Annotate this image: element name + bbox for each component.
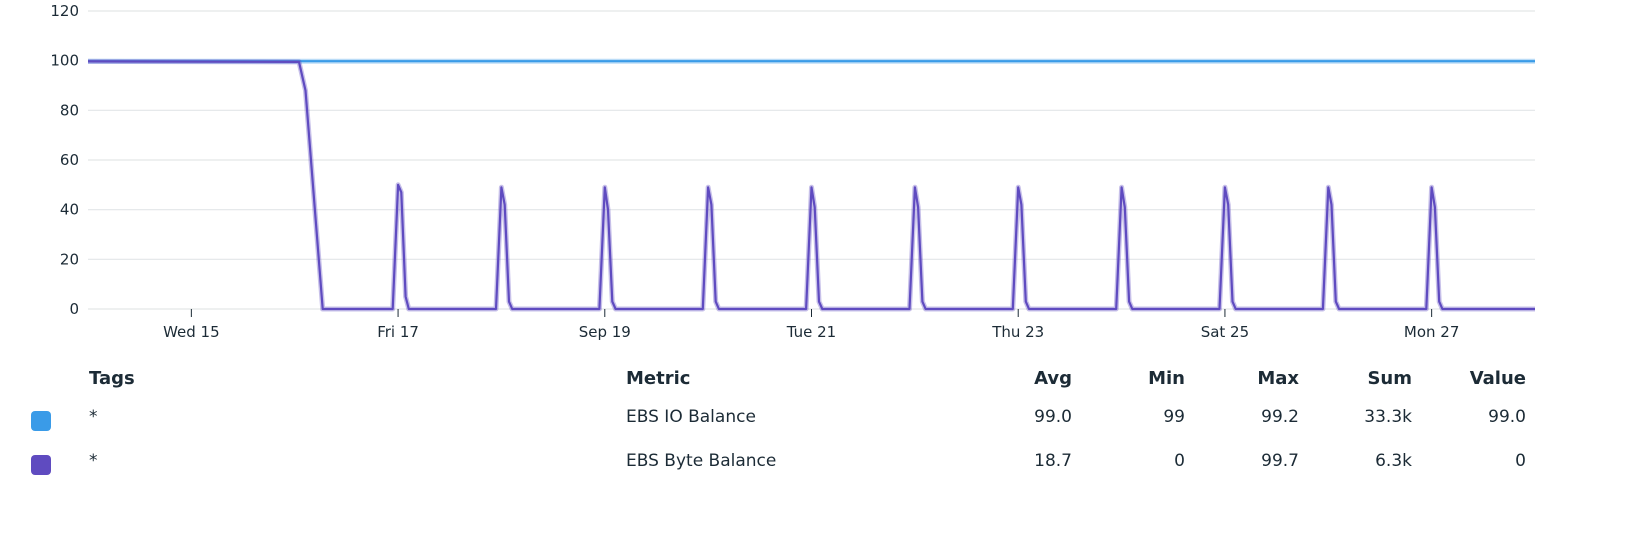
row-max: 99.2	[1261, 407, 1299, 427]
y-tick-label: 60	[60, 151, 79, 169]
row-tags: *	[89, 407, 98, 427]
y-tick-label: 0	[69, 300, 79, 318]
row-avg: 99.0	[1034, 407, 1072, 427]
y-tick-label: 80	[60, 101, 79, 119]
x-tick-label: Mon 27	[1404, 323, 1459, 341]
row-avg: 18.7	[1034, 451, 1072, 471]
legend-row[interactable]: * EBS IO Balance 99.0 99 99.2 33.3k 99.0	[0, 407, 1628, 437]
header-metric[interactable]: Metric	[626, 368, 691, 389]
row-sum: 6.3k	[1375, 451, 1412, 471]
row-min: 0	[1174, 451, 1185, 471]
header-sum[interactable]: Sum	[1367, 368, 1412, 389]
row-sum: 33.3k	[1364, 407, 1412, 427]
y-tick-label: 20	[60, 250, 79, 268]
y-tick-label: 40	[60, 201, 79, 219]
row-value: 99.0	[1488, 407, 1526, 427]
x-tick-label: Thu 23	[991, 323, 1044, 341]
x-tick-label: Wed 15	[163, 323, 220, 341]
header-min[interactable]: Min	[1148, 368, 1185, 389]
row-metric: EBS Byte Balance	[626, 451, 777, 471]
x-tick-label: Sep 19	[579, 323, 631, 341]
y-tick-label: 100	[50, 52, 79, 70]
row-metric: EBS IO Balance	[626, 407, 756, 427]
header-value[interactable]: Value	[1469, 368, 1526, 389]
row-max: 99.7	[1261, 451, 1299, 471]
header-avg[interactable]: Avg	[1034, 368, 1072, 389]
series-color-swatch[interactable]	[31, 411, 51, 431]
x-tick-label: Sat 25	[1201, 323, 1249, 341]
row-value: 0	[1515, 451, 1526, 471]
series-color-swatch[interactable]	[31, 455, 51, 475]
legend-header: Tags Metric Avg Min Max Sum Value	[0, 368, 1628, 398]
header-tags[interactable]: Tags	[89, 368, 135, 389]
row-min: 99	[1163, 407, 1185, 427]
legend-row[interactable]: * EBS Byte Balance 18.7 0 99.7 6.3k 0	[0, 451, 1628, 481]
series-line-ebs-byte-balance	[87, 60, 1535, 311]
line-chart: 0 20 40 60 80 100 120 Wed 15 Fri 17 Sep 19 Tue 21 T…	[50, 2, 1535, 341]
y-tick-label: 120	[50, 2, 79, 20]
header-max[interactable]: Max	[1257, 368, 1299, 389]
x-tick-label: Tue 21	[786, 323, 836, 341]
row-tags: *	[89, 451, 98, 471]
x-tick-label: Fri 17	[377, 323, 419, 341]
